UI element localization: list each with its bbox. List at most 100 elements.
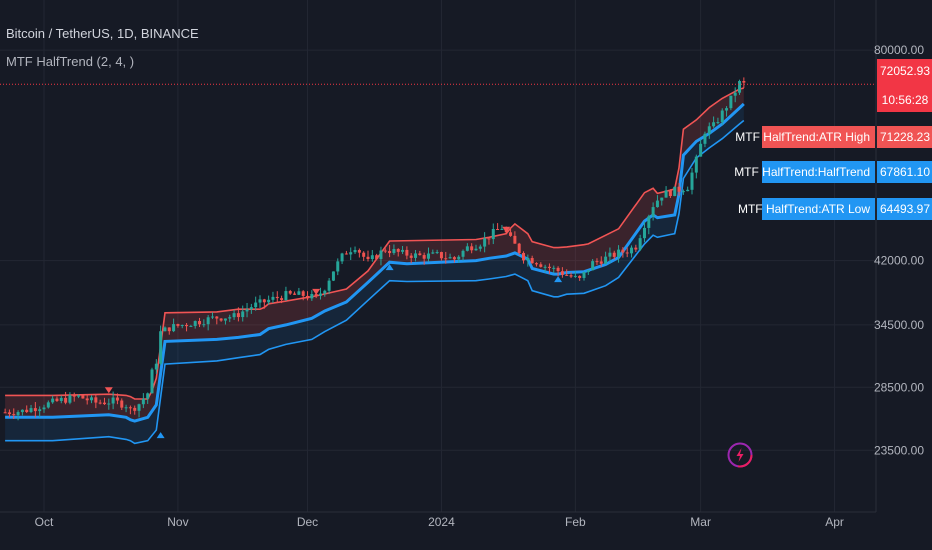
candle-body [223,318,227,321]
candle-body [668,190,672,197]
candle-body [336,261,340,272]
candle-body [491,229,495,240]
symbol-title[interactable]: Bitcoin / TetherUS, 1D, BINANCE [6,26,199,41]
candle-body [258,299,262,303]
time-axis-tick-label: Feb [565,515,586,529]
candle-body [81,395,85,399]
candle-body [124,407,128,409]
candle-body [703,133,707,144]
candle-body [465,246,469,251]
candle-body [647,216,651,228]
lightning-bolt-icon[interactable] [726,441,754,469]
candle-body [254,302,258,308]
candle-body [625,252,629,254]
candle-body [638,238,642,250]
candle-body [51,398,55,403]
halftrend-name-label: MTF HalfTrend:HalfTrend [734,165,870,179]
candle-body [262,299,266,303]
candle-body [206,317,210,325]
candle-body [167,327,171,332]
candle-body [202,324,206,326]
price-axis-tick-label: 23500.00 [874,443,924,457]
candle-body [353,250,357,253]
candle-body [189,325,193,327]
candle-body [405,249,409,256]
candle-body [487,238,491,240]
candle-body [707,126,711,134]
candle-body [435,252,439,254]
candle-body [725,108,729,111]
last-price-label: 72052.93 [880,64,930,78]
candle-body [660,197,664,201]
candle-body [310,294,314,299]
candle-body [595,261,599,263]
price-axis: 23500.00 28500.00 34500.00 42000.00 80000.00 [874,43,924,457]
candle-body [77,395,81,397]
candle-body [483,238,487,247]
candle-body [16,412,20,416]
candle-body [271,296,275,300]
candle-body [694,156,698,173]
atr-high-value-label: 71228.23 [880,130,930,144]
candle-body [306,295,310,299]
candle-body [677,186,681,192]
candles [3,77,746,421]
candle-body [414,253,418,258]
candle-body [517,243,521,253]
candle-body [392,249,396,254]
candle-body [293,293,297,295]
candle-body [154,363,158,370]
candle-body [29,408,33,412]
candle-body [591,261,595,271]
sell-signal-marker [502,226,511,233]
time-axis-tick-label: Mar [690,515,711,529]
candle-body [617,249,621,257]
candle-body [457,256,461,260]
candle-body [496,229,500,231]
candle-body [64,397,68,403]
candle-body [738,81,742,93]
candle-body [547,266,551,269]
candle-body [608,252,612,257]
time-axis-tick-label: Nov [167,515,188,529]
candle-body [686,189,690,192]
price-axis-tick-label: 80000.00 [874,43,924,57]
candle-body [370,255,374,260]
candle-body [452,257,456,260]
candle-body [128,407,132,409]
candle-body [634,247,638,250]
last-price-box [877,59,932,112]
candle-body [301,291,305,296]
price-axis-tick-label: 42000.00 [874,254,924,268]
candle-body [120,400,124,408]
candle-body [461,250,465,257]
candle-body [673,186,677,197]
candle-body [7,412,11,415]
candle-body [323,290,327,294]
candle-body [478,246,482,249]
series-halftrend-line [5,102,745,423]
candle-body [90,397,94,401]
candle-body [375,255,379,259]
candle-body [137,404,141,411]
candle-body [172,324,176,332]
halftrend-name-label-bg [762,161,875,183]
candle-body [642,227,646,239]
indicator-legend[interactable]: MTF HalfTrend (2, 4, ) [6,54,135,69]
candle-body [565,274,569,276]
candle-body [344,253,348,255]
candle-body [115,397,119,401]
candle-body [85,398,89,401]
candle-body [396,249,400,252]
halftrend-value-label-bg [877,161,932,183]
candle-body [401,249,405,252]
candle-body [720,110,724,123]
candle-body [742,81,746,83]
candle-body [42,407,46,410]
candle-body [267,299,271,303]
candle-body [388,250,392,254]
candle-body [146,393,150,399]
candle-body [180,324,184,326]
candle-body [599,261,603,264]
